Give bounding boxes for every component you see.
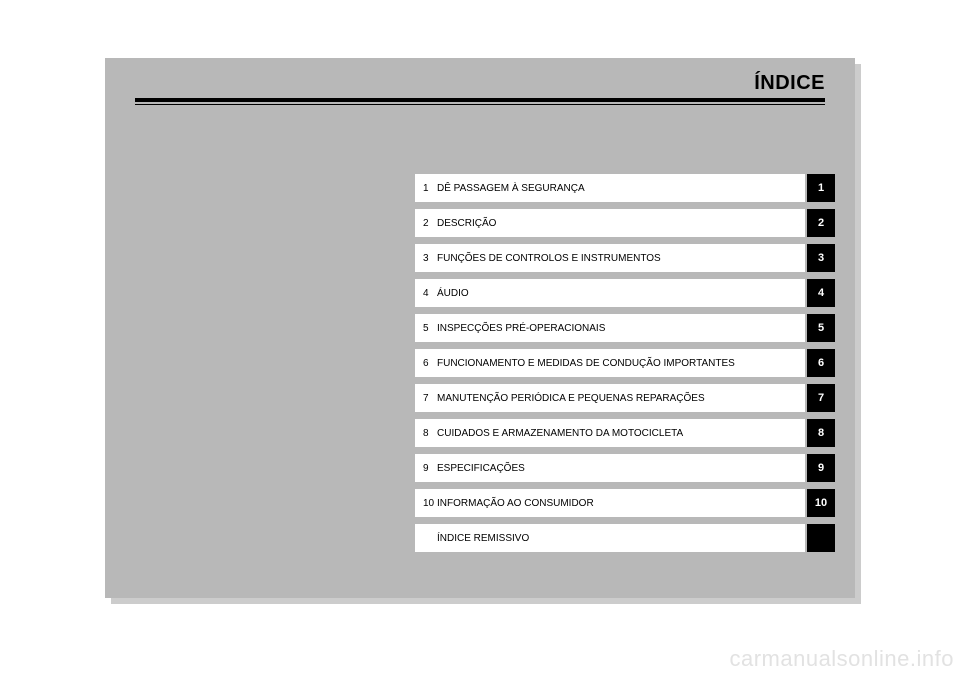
toc-row-text: MANUTENÇÃO PERIÓDICA E PEQUENAS REPARAÇÕ…: [437, 393, 705, 404]
toc-label: 9 ESPECIFICAÇÕES: [415, 454, 807, 482]
toc-label: 8 CUIDADOS E ARMAZENAMENTO DA MOTOCICLET…: [415, 419, 807, 447]
toc-row: 8 CUIDADOS E ARMAZENAMENTO DA MOTOCICLET…: [415, 419, 835, 447]
toc-row-num: 10: [423, 498, 437, 509]
toc-row-text: FUNÇÕES DE CONTROLOS E INSTRUMENTOS: [437, 253, 661, 264]
toc-row-text: DÊ PASSAGEM À SEGURANÇA: [437, 183, 585, 194]
manual-page: ÍNDICE 1 DÊ PASSAGEM À SEGURANÇA 1 2 DES…: [105, 58, 855, 598]
toc-row-text: INFORMAÇÃO AO CONSUMIDOR: [437, 498, 594, 509]
toc-row: 3 FUNÇÕES DE CONTROLOS E INSTRUMENTOS 3: [415, 244, 835, 272]
toc: 1 DÊ PASSAGEM À SEGURANÇA 1 2 DESCRIÇÃO …: [415, 174, 835, 559]
toc-row-num: 7: [423, 393, 437, 404]
toc-row: 10 INFORMAÇÃO AO CONSUMIDOR 10: [415, 489, 835, 517]
toc-tab: 6: [807, 349, 835, 377]
toc-tab: 3: [807, 244, 835, 272]
toc-tab: 10: [807, 489, 835, 517]
toc-row-num: 2: [423, 218, 437, 229]
toc-tab-blank: [807, 524, 835, 552]
toc-label: ÍNDICE REMISSIVO: [415, 524, 807, 552]
toc-row-num: 3: [423, 253, 437, 264]
toc-row-num: 5: [423, 323, 437, 334]
toc-label: 5 INSPECÇÕES PRÉ-OPERACIONAIS: [415, 314, 807, 342]
toc-row: 9 ESPECIFICAÇÕES 9: [415, 454, 835, 482]
toc-row-text: ÁUDIO: [437, 288, 469, 299]
toc-label: 1 DÊ PASSAGEM À SEGURANÇA: [415, 174, 807, 202]
toc-row-text: CUIDADOS E ARMAZENAMENTO DA MOTOCICLETA: [437, 428, 683, 439]
header-rule-thick: [135, 98, 825, 102]
toc-row-num: 8: [423, 428, 437, 439]
toc-row-num: 1: [423, 183, 437, 194]
toc-tab: 4: [807, 279, 835, 307]
toc-row-text: ESPECIFICAÇÕES: [437, 463, 525, 474]
toc-row: 4 ÁUDIO 4: [415, 279, 835, 307]
toc-row: 2 DESCRIÇÃO 2: [415, 209, 835, 237]
toc-label: 10 INFORMAÇÃO AO CONSUMIDOR: [415, 489, 807, 517]
toc-label: 2 DESCRIÇÃO: [415, 209, 807, 237]
toc-row: ÍNDICE REMISSIVO: [415, 524, 835, 552]
toc-tab: 8: [807, 419, 835, 447]
toc-row: 7 MANUTENÇÃO PERIÓDICA E PEQUENAS REPARA…: [415, 384, 835, 412]
toc-row: 1 DÊ PASSAGEM À SEGURANÇA 1: [415, 174, 835, 202]
toc-row: 5 INSPECÇÕES PRÉ-OPERACIONAIS 5: [415, 314, 835, 342]
header-rule-thin: [135, 104, 825, 105]
toc-label: 3 FUNÇÕES DE CONTROLOS E INSTRUMENTOS: [415, 244, 807, 272]
toc-row-text: FUNCIONAMENTO E MEDIDAS DE CONDUÇÃO IMPO…: [437, 358, 735, 369]
toc-row: 6 FUNCIONAMENTO E MEDIDAS DE CONDUÇÃO IM…: [415, 349, 835, 377]
viewport: ÍNDICE 1 DÊ PASSAGEM À SEGURANÇA 1 2 DES…: [0, 0, 960, 678]
toc-tab: 5: [807, 314, 835, 342]
toc-tab: 2: [807, 209, 835, 237]
toc-row-text: DESCRIÇÃO: [437, 218, 496, 229]
watermark: carmanualsonline.info: [729, 646, 954, 672]
toc-row-num: 4: [423, 288, 437, 299]
toc-label: 6 FUNCIONAMENTO E MEDIDAS DE CONDUÇÃO IM…: [415, 349, 807, 377]
toc-label: 7 MANUTENÇÃO PERIÓDICA E PEQUENAS REPARA…: [415, 384, 807, 412]
toc-row-num: 9: [423, 463, 437, 474]
toc-row-num: 6: [423, 358, 437, 369]
toc-row-text: ÍNDICE REMISSIVO: [437, 533, 529, 544]
toc-tab: 9: [807, 454, 835, 482]
toc-tab: 1: [807, 174, 835, 202]
page-shadow: [111, 598, 861, 604]
toc-row-text: INSPECÇÕES PRÉ-OPERACIONAIS: [437, 323, 605, 334]
toc-label: 4 ÁUDIO: [415, 279, 807, 307]
toc-tab: 7: [807, 384, 835, 412]
page-title: ÍNDICE: [754, 72, 825, 95]
